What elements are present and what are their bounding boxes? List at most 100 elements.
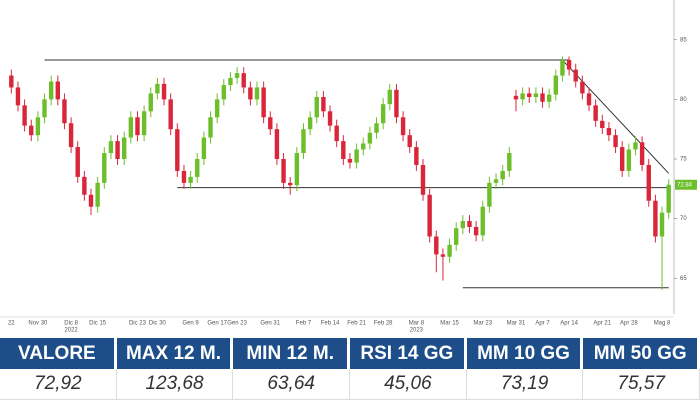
candle-body: [288, 182, 293, 186]
candle-body: [301, 129, 306, 154]
x-tick-label: Feb 7: [296, 321, 312, 327]
candle-body: [42, 99, 47, 118]
x-tick-label: Nov 30: [28, 321, 48, 327]
candle-body: [520, 93, 525, 100]
candle-body: [367, 132, 373, 144]
candle-body: [414, 147, 419, 165]
x-tick-label: Mag 8: [654, 321, 671, 327]
candle-body: [347, 159, 353, 163]
x-tick-label: Apr 28: [620, 321, 638, 327]
candle-body: [394, 89, 399, 118]
candle-body: [22, 105, 27, 126]
x-tick-label: Mar 31: [507, 321, 526, 327]
candle-body: [281, 159, 286, 183]
x-tick-label: 22: [8, 321, 15, 327]
candle-body: [613, 135, 618, 148]
candle-body: [361, 143, 366, 150]
header-cell: RSI 14 GG: [350, 338, 467, 369]
chart: 65 70 75 80 85 22 Nov 30 Dic 8 Dic 15 Dic 23 Dic 3…: [0, 0, 697, 334]
x-tick-label: Gen 23: [227, 321, 247, 327]
candle-body: [161, 83, 167, 100]
candle-body: [480, 206, 485, 236]
candle-body: [447, 244, 452, 257]
candle-body: [254, 87, 260, 100]
value-cell: 63,64: [233, 369, 351, 400]
candle-body: [546, 94, 552, 102]
candle-body: [507, 153, 512, 171]
candle-body: [493, 179, 499, 183]
header-cell: MM 50 GG: [583, 338, 700, 369]
candle-body: [566, 60, 572, 70]
x-tick-label: Gen 17: [207, 321, 227, 327]
candle-body: [467, 221, 472, 227]
y-tick-label: 65: [680, 276, 687, 282]
candle-body: [454, 228, 459, 245]
candle-body: [427, 194, 432, 237]
candle-body: [102, 153, 107, 183]
candle-body: [527, 93, 532, 97]
candle-body: [586, 93, 592, 106]
candle-body: [593, 105, 598, 121]
candle-body: [228, 77, 233, 86]
y-tick-label: 80: [680, 97, 687, 103]
candle-body: [626, 149, 632, 171]
x-tick-label: Dic 23: [129, 321, 147, 327]
x-tick-label: Feb 14: [321, 321, 340, 327]
x-tick-label: Dic 30: [149, 321, 167, 327]
value-cell: 123,68: [116, 369, 234, 400]
candle-body: [354, 149, 359, 163]
value-cell: 72,92: [0, 369, 117, 400]
candle-body: [268, 117, 273, 130]
year-label: 2023: [410, 328, 424, 334]
candle-body: [55, 81, 60, 100]
candle-body: [168, 99, 173, 130]
candle-body: [434, 236, 439, 255]
candle-body: [540, 93, 545, 102]
trend-line: [562, 59, 670, 174]
candle-body: [274, 129, 280, 159]
candle-body: [82, 176, 87, 195]
year-label: 2022: [64, 328, 78, 334]
candle-body: [175, 129, 180, 171]
candle-body: [62, 99, 67, 124]
price-tag: [675, 179, 697, 190]
x-tick-label: Mar 8: [409, 321, 425, 327]
x-tick-label: Apr 21: [593, 321, 611, 327]
candle-body: [633, 142, 638, 150]
candle-body: [241, 73, 246, 88]
candle-body: [573, 69, 578, 82]
candle-body: [15, 87, 21, 106]
candle-body: [294, 153, 300, 186]
candle-body: [195, 159, 200, 177]
candle-body: [500, 170, 505, 180]
candle-body: [201, 137, 207, 159]
value-cell: 45,06: [350, 369, 467, 400]
x-tick-label: Feb 28: [374, 321, 393, 327]
candle-body: [141, 111, 147, 136]
candle-body: [341, 141, 346, 159]
candle-body: [128, 117, 134, 138]
candle-body: [48, 81, 54, 100]
candle-body: [639, 142, 645, 165]
candle-body: [261, 87, 266, 118]
x-tick-label: Gen 31: [260, 321, 280, 327]
stats-table: VALORE MAX 12 M. MIN 12 M. RSI 14 GG MM 10 G…: [0, 338, 700, 400]
candle-body: [513, 95, 519, 100]
candle-body: [108, 141, 114, 154]
x-tick-label: Mar 15: [440, 321, 459, 327]
x-tick-label: Apr 14: [560, 321, 578, 327]
candle-body: [460, 221, 466, 229]
candle-body: [620, 147, 625, 171]
x-tick-label: Dic 8: [64, 321, 78, 327]
candle-body: [440, 254, 446, 257]
candle-body: [533, 93, 539, 97]
candle-body: [420, 164, 426, 195]
candle-body: [580, 81, 585, 94]
x-tick-label: Dic 15: [89, 321, 107, 327]
value-row: 72,92 123,68 63,64 45,06 73,19 75,57: [0, 369, 700, 400]
candle-body: [29, 125, 34, 136]
x-tick-label: Feb 21: [347, 321, 366, 327]
candle-body: [606, 128, 612, 136]
price-tag-label: 72.84: [677, 182, 693, 188]
